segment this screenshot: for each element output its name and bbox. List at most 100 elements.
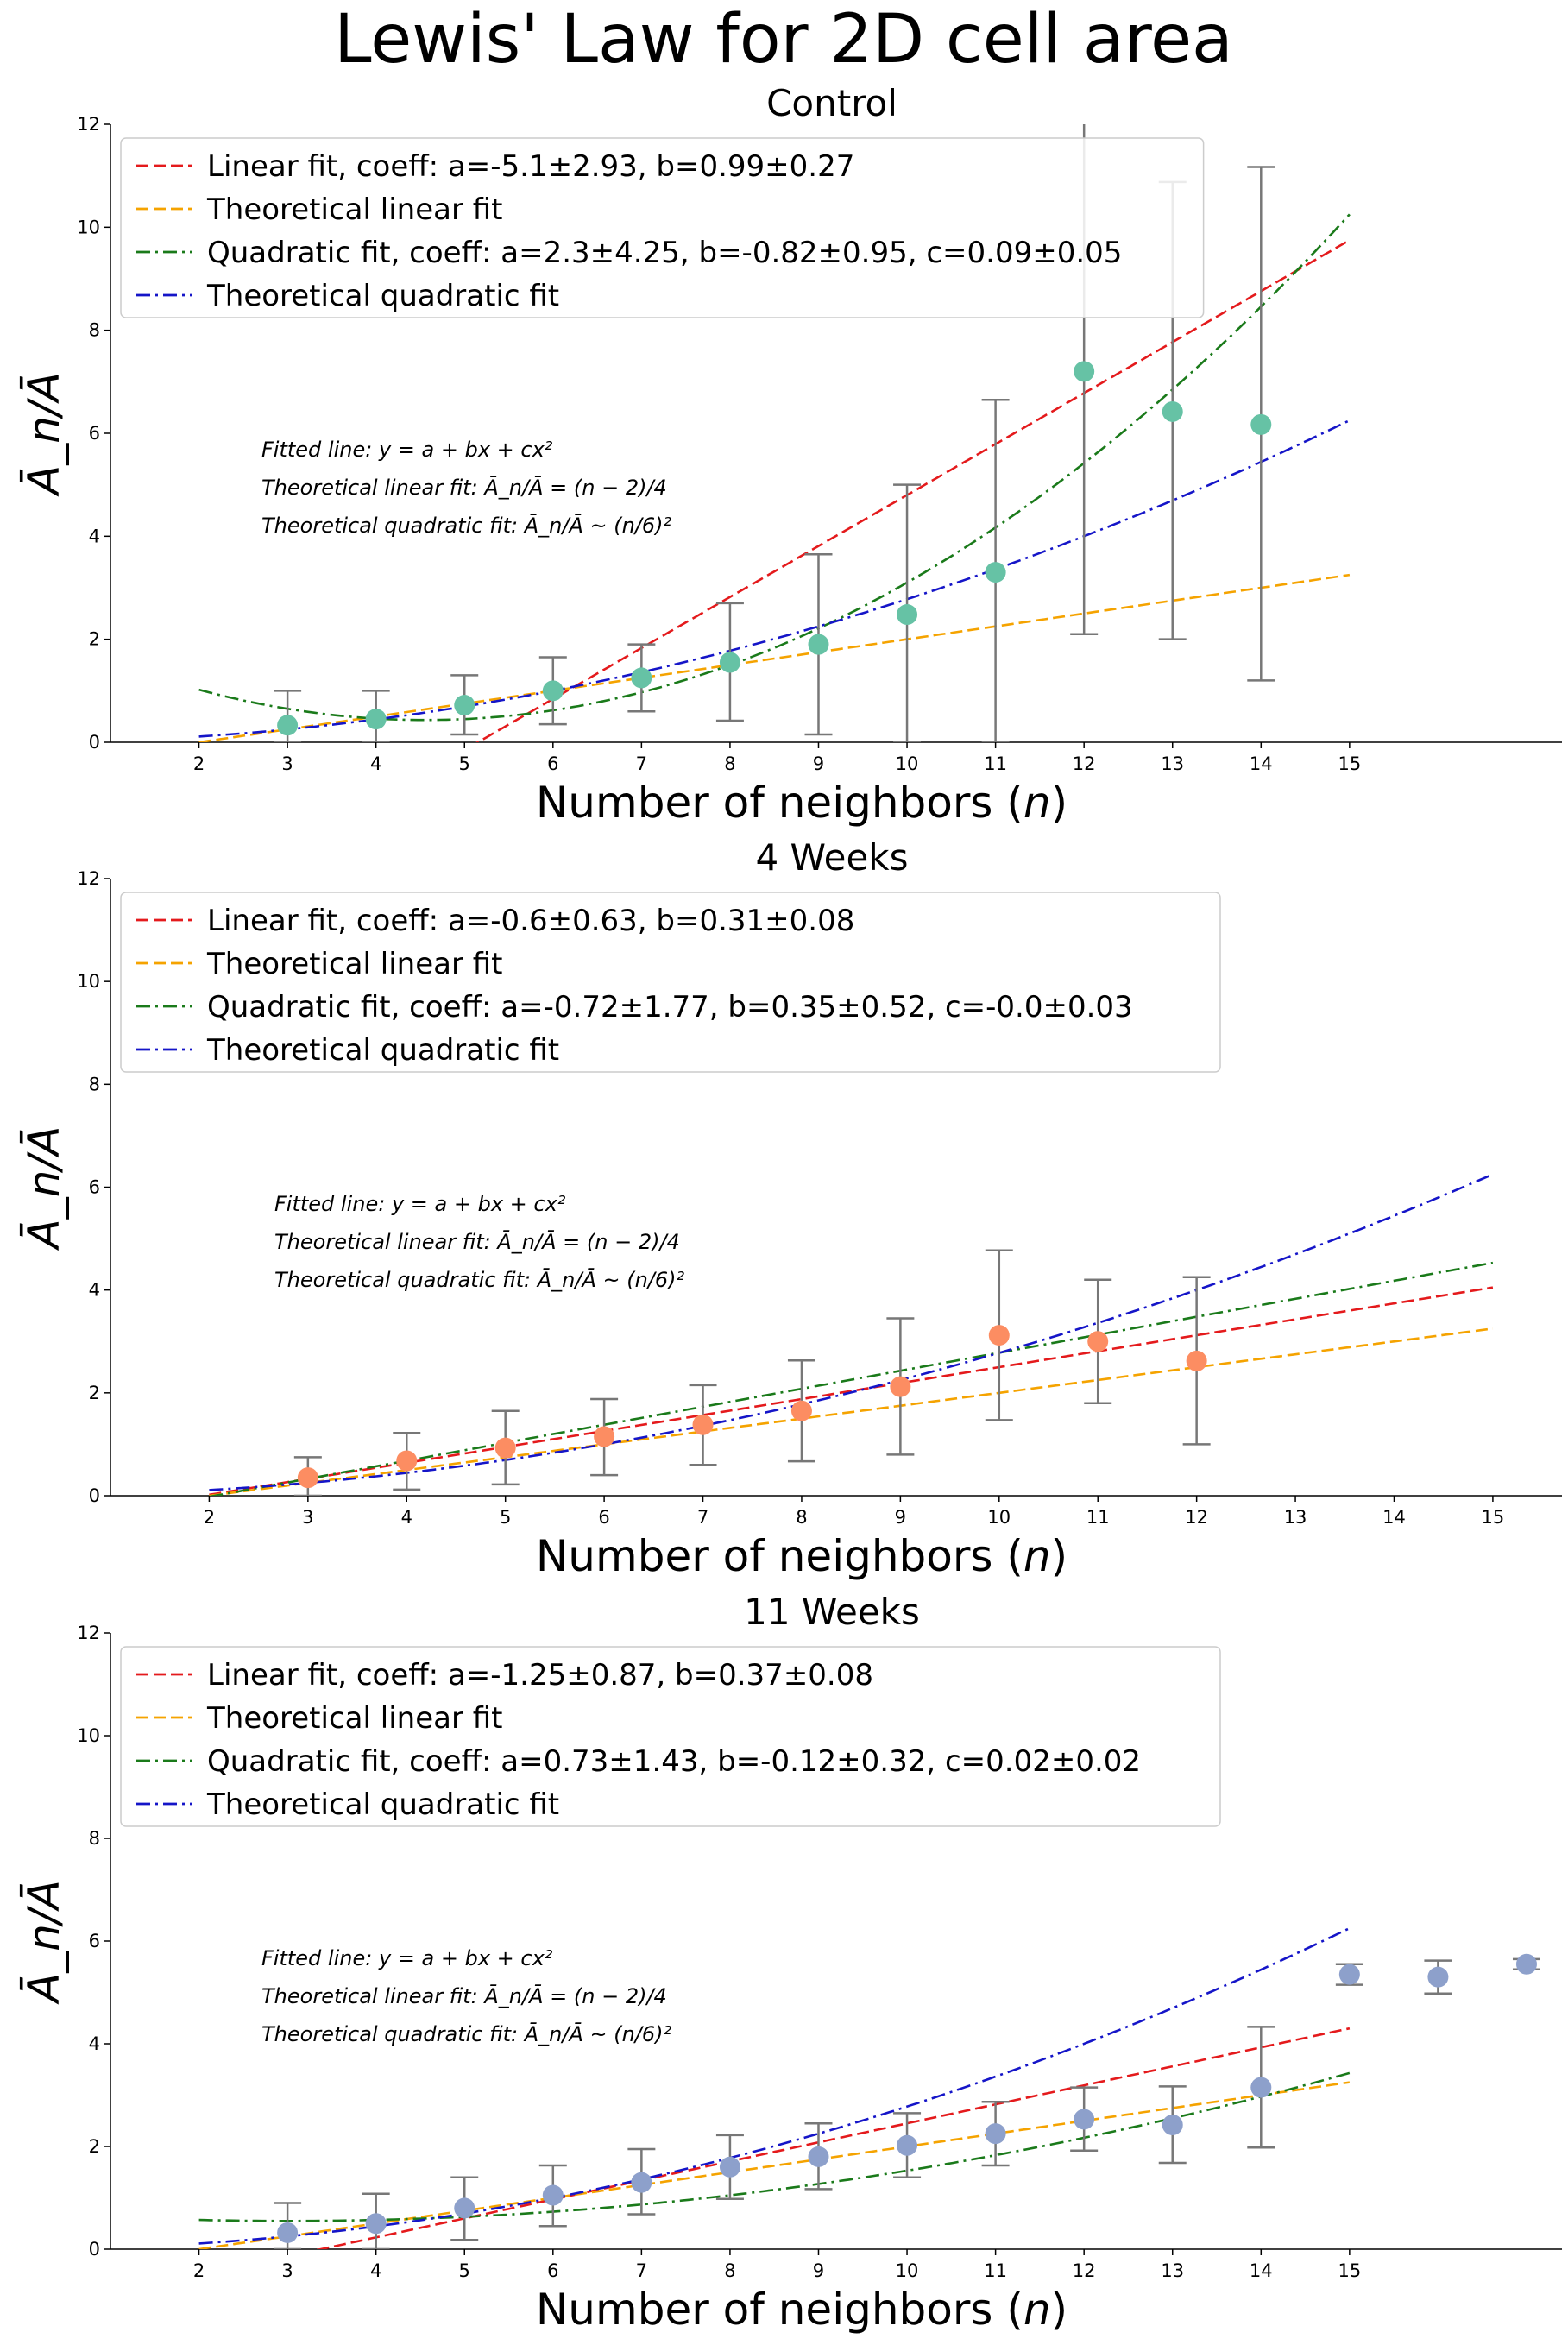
panel-title: 11 Weeks — [744, 1591, 920, 1633]
annotation-line: Theoretical linear fit: Ā_n/Ā = (n − 2)/… — [261, 1983, 667, 2008]
panel-title: 4 Weeks — [755, 836, 908, 879]
legend-box — [120, 1646, 1221, 1827]
annotation-line: Fitted line: y = a + bx + cx² — [274, 1192, 566, 1216]
y-tick-label: 0 — [89, 732, 100, 753]
y-tick-label: 12 — [77, 868, 100, 889]
data-point — [277, 715, 299, 736]
y-tick-label: 4 — [89, 1280, 100, 1301]
fit-curves — [209, 1173, 1494, 1496]
data-points — [274, 124, 1275, 742]
x-tick-label: 10 — [896, 2260, 919, 2281]
x-tick-label: 9 — [813, 753, 824, 774]
data-point — [897, 2134, 918, 2156]
x-tick-label: 4 — [401, 1507, 412, 1528]
y-tick-label: 6 — [89, 423, 100, 444]
legend-label: Quadratic fit, coeff: a=2.3±4.25, b=-0.8… — [207, 236, 1122, 270]
data-point — [1427, 1966, 1449, 1988]
data-point — [790, 1400, 812, 1421]
data-point — [1515, 1953, 1537, 1975]
x-tick-label: 3 — [302, 1507, 313, 1528]
data-point — [808, 634, 829, 655]
x-tick-label: 8 — [796, 1507, 807, 1528]
theoretical-linear-line — [209, 1327, 1494, 1496]
y-tick-label: 8 — [89, 1828, 100, 1849]
legend-label: Quadratic fit, coeff: a=0.73±1.43, b=-0.… — [207, 1744, 1141, 1779]
data-point — [365, 709, 387, 730]
annotation-line: Theoretical quadratic fit: Ā_n/Ā ~ (n/6)… — [274, 1267, 685, 1292]
linear-fit-line — [475, 239, 1351, 742]
y-axis-label: Ā_n/Ā — [19, 1126, 69, 1251]
x-axis-label: Number of neighbors (n) — [536, 778, 1067, 828]
y-tick-label: 10 — [77, 971, 100, 992]
data-point — [985, 562, 1006, 583]
x-tick-label: 6 — [598, 1507, 609, 1528]
legend-label: Linear fit, coeff: a=-1.25±0.87, b=0.37±… — [207, 1658, 873, 1693]
x-tick-label: 12 — [1073, 2260, 1096, 2281]
x-tick-label: 11 — [984, 2260, 1007, 2281]
chart-panel-3: 11 Weeks 0 2 4 6 8 10 12 2 3 4 5 6 7 8 9 10 11 12 13 14 15 Num… — [19, 1591, 1562, 2335]
data-point — [454, 2197, 475, 2219]
x-tick-label: 15 — [1338, 2260, 1361, 2281]
data-point — [719, 652, 740, 673]
y-tick-label: 2 — [89, 629, 100, 650]
theoretical-quadratic-line — [198, 1926, 1351, 2245]
x-tick-label: 7 — [697, 1507, 708, 1528]
x-tick-label: 6 — [547, 753, 558, 774]
annotation-line: Theoretical linear fit: Ā_n/Ā = (n − 2)/… — [261, 475, 667, 500]
annotation-line: Theoretical linear fit: Ā_n/Ā = (n − 2)/… — [274, 1229, 680, 1254]
x-tick-label: 3 — [281, 2260, 293, 2281]
legend: Linear fit, coeff: a=-1.25±0.87, b=0.37±… — [120, 1646, 1221, 1827]
x-tick-label: 14 — [1382, 1507, 1406, 1528]
legend-label: Quadratic fit, coeff: a=-0.72±1.77, b=0.… — [207, 990, 1133, 1024]
x-tick-label: 13 — [1284, 1507, 1307, 1528]
data-point — [897, 604, 918, 626]
data-point — [1074, 361, 1095, 382]
y-tick-label: 2 — [89, 1383, 100, 1403]
data-point — [988, 1325, 1010, 1346]
panel-title: Control — [766, 82, 897, 124]
fit-annotations: Fitted line: y = a + bx + cx² Theoretical… — [261, 438, 672, 538]
data-point — [1186, 1350, 1207, 1371]
x-tick-label: 12 — [1185, 1507, 1208, 1528]
data-point — [1250, 2077, 1272, 2098]
x-tick-label: 8 — [724, 753, 735, 774]
x-tick-label: 13 — [1161, 753, 1184, 774]
x-tick-label: 5 — [459, 753, 470, 774]
x-tick-label: 2 — [193, 2260, 205, 2281]
x-tick-label: 11 — [984, 753, 1007, 774]
data-point — [692, 1414, 714, 1435]
data-point — [494, 1437, 516, 1459]
quadratic-fit-line — [198, 2071, 1351, 2222]
x-axis-label: Number of neighbors (n) — [536, 1531, 1067, 1581]
data-point — [454, 695, 475, 716]
y-tick-label: 10 — [77, 217, 100, 237]
y-tick-label: 12 — [77, 1623, 100, 1643]
legend-label: Linear fit, coeff: a=-5.1±2.93, b=0.99±0… — [207, 149, 854, 184]
fit-annotations: Fitted line: y = a + bx + cx² Theoretical… — [261, 1946, 672, 2046]
annotation-line: Theoretical quadratic fit: Ā_n/Ā ~ (n/6)… — [261, 2021, 672, 2046]
data-point — [631, 667, 652, 689]
y-tick-label: 0 — [89, 1485, 100, 1506]
x-tick-label: 11 — [1086, 1507, 1110, 1528]
y-tick-label: 4 — [89, 2033, 100, 2054]
data-point — [1162, 400, 1183, 422]
x-tick-label: 5 — [459, 2260, 470, 2281]
fit-curves — [198, 213, 1351, 742]
data-point — [631, 2172, 652, 2193]
x-tick-label: 4 — [370, 2260, 381, 2281]
theoretical-quadratic-line — [209, 1173, 1494, 1491]
legend-label: Theoretical linear fit — [206, 1701, 502, 1736]
x-tick-label: 2 — [193, 753, 205, 774]
legend-label: Theoretical linear fit — [206, 192, 502, 227]
legend: Linear fit, coeff: a=-5.1±2.93, b=0.99±0… — [120, 137, 1205, 318]
x-tick-label: 2 — [204, 1507, 215, 1528]
x-tick-label: 4 — [370, 753, 381, 774]
data-point — [985, 2123, 1006, 2145]
data-point — [542, 680, 564, 702]
legend-box — [120, 137, 1205, 318]
x-tick-label: 15 — [1338, 753, 1361, 774]
annotation-line: Fitted line: y = a + bx + cx² — [261, 1946, 553, 1970]
data-points — [274, 1953, 1540, 2249]
legend-box — [120, 892, 1221, 1073]
